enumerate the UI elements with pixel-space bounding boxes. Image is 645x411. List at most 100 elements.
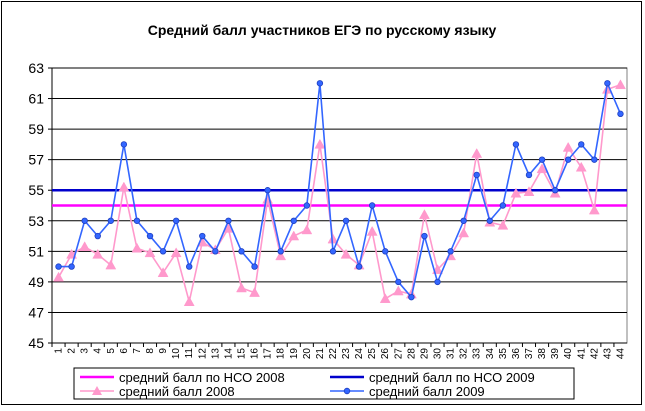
x-tick-label: 24 — [354, 348, 365, 360]
data-point-score-2009 — [525, 171, 533, 179]
data-point-score-2009 — [447, 248, 454, 255]
y-tick-label: 47 — [28, 304, 44, 320]
x-tick-label: 32 — [459, 348, 470, 360]
data-point-score-2008 — [79, 241, 91, 251]
data-point-score-2009 — [146, 232, 154, 240]
data-point-score-2009 — [277, 248, 284, 255]
x-tick-label: 8 — [145, 348, 156, 354]
x-tick-label: 1 — [54, 348, 65, 354]
chart-title: Средний балл участников ЕГЭ по русскому … — [148, 22, 497, 38]
data-point-score-2009 — [604, 80, 611, 87]
y-tick-label: 49 — [28, 274, 44, 290]
data-point-score-2009 — [55, 263, 62, 270]
x-tick-label: 41 — [576, 348, 587, 360]
legend-marker — [343, 387, 351, 395]
y-tick-label: 51 — [28, 243, 44, 259]
data-point-score-2009 — [264, 187, 271, 194]
data-point-score-2009 — [225, 217, 232, 224]
data-point-score-2009 — [368, 202, 376, 209]
data-point-score-2008 — [105, 259, 117, 270]
data-point-score-2009 — [578, 141, 585, 148]
x-tick-label: 2 — [67, 348, 78, 354]
data-point-score-2008 — [314, 138, 326, 149]
data-point-score-2008 — [471, 148, 483, 158]
data-point-score-2009 — [421, 232, 428, 240]
data-point-score-2009 — [238, 248, 245, 255]
data-point-score-2009 — [329, 248, 337, 255]
data-point-score-2009 — [94, 232, 101, 240]
x-tick-label: 31 — [446, 348, 457, 360]
x-tick-label: 17 — [263, 348, 274, 360]
x-tick-label: 27 — [393, 348, 404, 360]
x-tick-label: 44 — [615, 348, 626, 360]
data-point-score-2009 — [382, 248, 389, 255]
data-point-score-2009 — [251, 263, 258, 270]
data-point-score-2009 — [68, 263, 75, 270]
data-point-score-2008 — [249, 287, 260, 297]
data-point-score-2009 — [355, 263, 363, 270]
y-tick-label: 45 — [28, 335, 44, 351]
data-point-score-2009 — [290, 217, 297, 224]
data-point-score-2009 — [133, 217, 141, 224]
data-point-score-2009 — [486, 217, 493, 224]
data-point-score-2009 — [107, 217, 115, 224]
data-point-score-2008 — [523, 186, 535, 196]
data-point-score-2008 — [366, 225, 378, 236]
y-tick-label: 53 — [28, 213, 44, 229]
x-tick-label: 37 — [524, 348, 535, 360]
line-chart: Средний балл участников ЕГЭ по русскому … — [28, 22, 628, 400]
data-point-score-2008 — [92, 248, 104, 259]
x-tick-label: 30 — [433, 348, 444, 360]
legend-label: средний балл 2009 — [369, 384, 485, 399]
x-tick-label: 39 — [550, 348, 561, 360]
x-tick-label: 42 — [589, 348, 600, 360]
legend: средний балл по НСО 2008 средний балл по … — [73, 367, 575, 400]
data-point-score-2009 — [212, 248, 219, 255]
data-point-score-2008 — [588, 204, 600, 215]
data-point-score-2008 — [275, 250, 287, 261]
x-tick-label: 9 — [158, 348, 169, 354]
data-point-score-2008 — [379, 293, 391, 303]
legend-box — [73, 367, 575, 400]
x-tick-label: 43 — [602, 348, 613, 360]
data-point-score-2008 — [131, 242, 143, 253]
legend-label: средний балл по НСО 2009 — [369, 370, 535, 385]
data-point-score-2009 — [316, 80, 324, 87]
data-point-score-2009 — [408, 293, 415, 301]
data-point-score-2008 — [458, 227, 470, 238]
data-point-score-2009 — [460, 217, 467, 224]
data-point-score-2009 — [538, 156, 546, 163]
data-point-score-2009 — [551, 187, 559, 194]
x-tick-label: 10 — [171, 348, 182, 360]
legend-label: средний балл 2008 — [119, 384, 235, 399]
x-tick-label: 12 — [197, 348, 208, 360]
data-point-score-2009 — [434, 278, 441, 286]
data-point-score-2008 — [157, 267, 169, 277]
data-point-score-2009 — [473, 171, 480, 179]
x-tick-label: 33 — [472, 348, 483, 360]
x-tick-label: 26 — [380, 348, 391, 360]
data-point-score-2008 — [510, 187, 522, 198]
x-tick-label: 7 — [132, 348, 143, 354]
x-tick-label: 6 — [119, 348, 130, 354]
data-point-score-2008 — [183, 296, 195, 306]
x-tick-label: 22 — [328, 348, 339, 360]
x-tick-label: 20 — [302, 348, 313, 360]
data-point-score-2008 — [236, 282, 247, 293]
y-tick-label: 63 — [28, 60, 44, 76]
x-tick-label: 3 — [80, 348, 91, 354]
data-point-score-2008 — [562, 141, 574, 152]
x-tick-label: 11 — [184, 348, 195, 359]
data-point-score-2008 — [118, 181, 130, 192]
x-tick-label: 38 — [537, 348, 548, 360]
data-point-score-2009 — [81, 217, 88, 224]
x-tick-label: 4 — [93, 348, 104, 354]
y-tick-label: 57 — [28, 152, 44, 168]
data-point-score-2009 — [499, 202, 507, 209]
x-tick-label: 34 — [485, 348, 496, 360]
data-point-score-2008 — [170, 247, 182, 258]
x-tick-label: 18 — [276, 348, 287, 360]
data-point-score-2009 — [159, 248, 167, 255]
data-point-score-2008 — [419, 209, 430, 219]
